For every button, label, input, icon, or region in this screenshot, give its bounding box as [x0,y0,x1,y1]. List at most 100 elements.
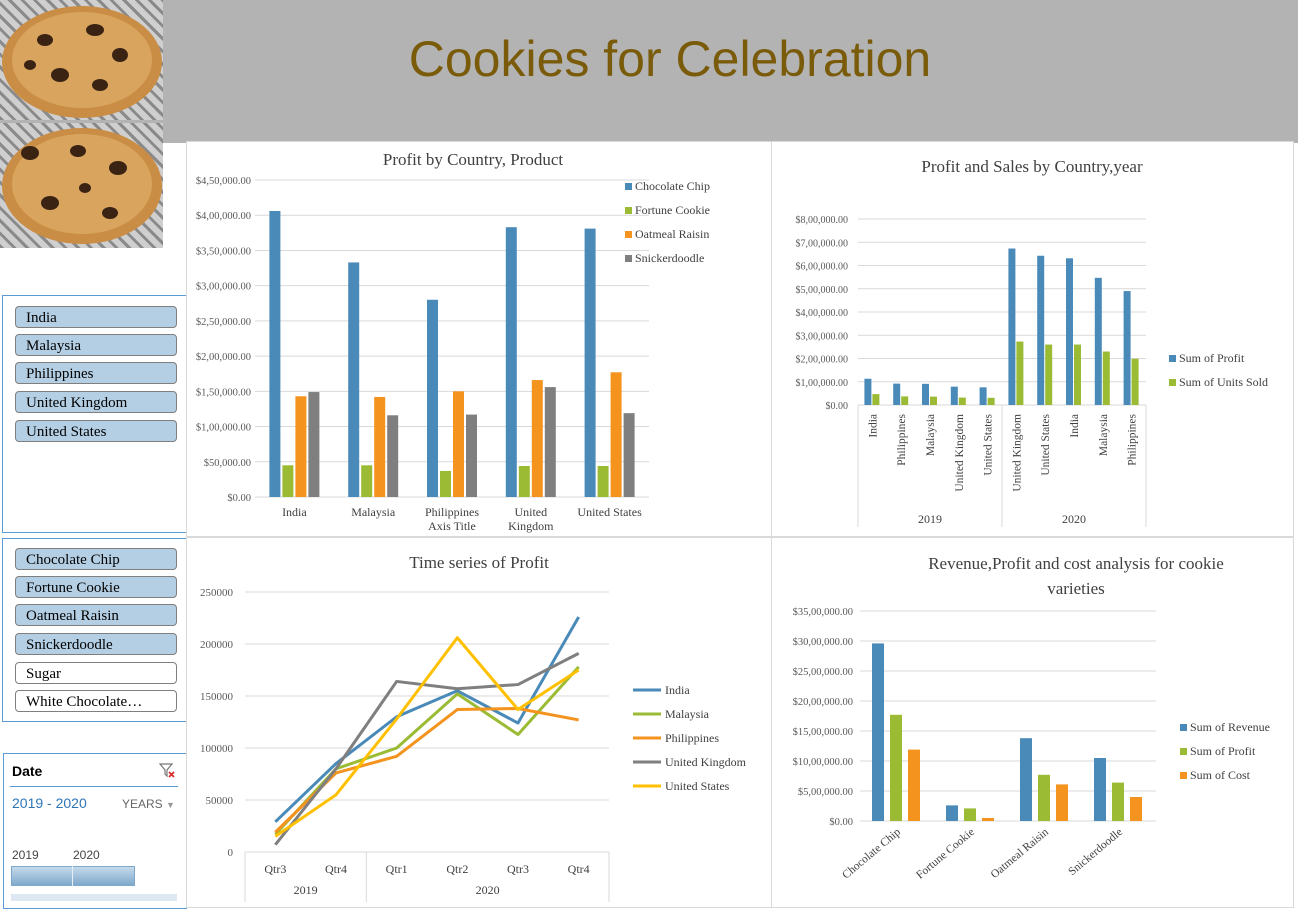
bar-fortune-cookie-philippines [440,470,451,497]
legend-swatch-oatmeal-raisin [625,231,632,238]
line-philippines [274,706,579,834]
bar-sum-of-profit-malaysia [922,383,929,405]
bar-sum-of-units-sold-malaysia [930,396,937,405]
bar-chocolate-chip-malaysia [348,262,360,497]
profit-sales-country-year-chart: Profit and Sales by Country,year $0.00 $1,… [771,141,1294,537]
bar-sum-of-units-sold-india [872,394,880,405]
bar-snickerdoodle-india [308,392,320,497]
bar-oatmeal-raisin-united-states [610,372,622,497]
y-tick-label: 200000 [200,639,234,651]
y-tick-label: $1,00,000.00 [796,378,849,389]
bar-sum-of-profit-chocolate-chip [890,714,902,821]
profit-by-country-svg: Profit by Country, Product $0.00 $50,000.0… [196,150,710,533]
bar-sum-of-profit-philippines [893,383,901,405]
x-tick-label: Snickerdoodle [1066,826,1125,878]
cookie-icon [2,6,162,118]
x-tick-label: United Kingdom [954,414,966,492]
x-tick-label: Philippines [425,505,479,519]
profit-by-country-chart: Profit by Country, Product $0.00 $50,000.0… [186,141,772,537]
time-series-profit-chart: Time series of Profit 0 50000 100000 150000 2… [186,537,772,908]
bar-sum-of-units-sold-united-kingdom [1016,341,1024,405]
y-tick-label: $3,00,000.00 [796,331,849,342]
legend-label-chocolate-chip: Chocolate Chip [635,179,710,193]
bar-sum-of-units-sold-united-states [987,397,995,405]
revenue-profit-cost-svg: Revenue,Profit and cost analysis for coo… [793,554,1270,881]
bar-sum-of-units-sold-malaysia [1102,351,1110,405]
bar-sum-of-revenue-fortune-cookie [946,805,958,821]
x-tick-label: United Kingdom [1011,414,1023,492]
bar-oatmeal-raisin-philippines [453,391,464,497]
bar-snickerdoodle-united-states [623,413,635,497]
x-tick-label: Qtr4 [568,862,590,876]
slicer-item-philippines[interactable]: Philippines [15,362,177,384]
y-tick-label: $4,50,000.00 [196,176,251,187]
y-tick-label: $2,00,000.00 [196,352,251,363]
x-tick-label: Qtr3 [507,862,529,876]
legend-label-snickerdoodle: Snickerdoodle [635,251,704,265]
dashboard-title: Cookies for Celebration [408,31,932,87]
legend-label-fortune-cookie: Fortune Cookie [635,203,710,217]
y-tick-label: 150000 [200,691,234,703]
y-tick-label: 0 [228,847,234,859]
clear-filter-icon[interactable] [158,762,176,780]
bar-chocolate-chip-philippines [427,299,438,497]
timeline-year-2020: 2020 [73,848,100,862]
y-tick-label: $0.00 [227,493,251,504]
slicer-item-india[interactable]: India [15,306,177,328]
timeline-divider [10,786,178,787]
slicer-item-oatmeal-raisin[interactable]: Oatmeal Raisin [15,604,177,626]
bar-sum-of-units-sold-united-states [1045,344,1053,405]
slicer-item-fortune-cookie[interactable]: Fortune Cookie [15,576,177,598]
legend-swatch-snickerdoodle [625,255,632,262]
time-series-svg: Time series of Profit 0 50000 100000 150000 2… [200,553,747,902]
bar-chocolate-chip-united-states [584,228,596,497]
slicer-item-sugar[interactable]: Sugar [15,662,177,684]
slicer-item-united-states[interactable]: United States [15,420,177,442]
x-tick-label: Qtr3 [264,862,286,876]
slicer-item-snickerdoodle[interactable]: Snickerdoodle [15,633,177,655]
timeline-year-2019: 2019 [12,848,39,862]
y-tick-label: $50,000.00 [204,458,251,469]
bar-sum-of-revenue-chocolate-chip [872,643,884,821]
country-slicer: India Malaysia Philippines United Kingdo… [2,295,187,533]
bar-sum-of-profit-united-kingdom [1008,248,1016,405]
bar-fortune-cookie-united-states [597,466,609,497]
bar-fortune-cookie-malaysia [361,465,373,497]
bar-sum-of-profit-united-states [1037,255,1045,405]
cookie-icon [2,128,162,244]
chart-title: Profit by Country, Product [383,150,564,169]
slicer-item-white-chocolate[interactable]: White Chocolate… [15,690,177,712]
x-tick-label: United [514,505,547,519]
slicer-item-malaysia[interactable]: Malaysia [15,334,177,356]
x-tick-label: Fortune Cookie [914,826,977,881]
bar-sum-of-units-sold-philippines [1131,358,1139,405]
bar-sum-of-cost-fortune-cookie [982,818,994,821]
timeline-scrollbar[interactable] [11,894,177,901]
legend-label-philippines: Philippines [665,731,719,745]
timeline-level-select[interactable]: YEARS ▼ [122,797,175,811]
legend-label-sum-of-profit: Sum of Profit [1179,351,1245,365]
legend-swatch-sum-of-units-sold [1169,379,1176,386]
timeline-period-divider [72,866,73,886]
slicer-item-chocolate-chip[interactable]: Chocolate Chip [15,548,177,570]
slicer-item-united-kingdom[interactable]: United Kingdom [15,391,177,413]
legend-label-malaysia: Malaysia [665,707,710,721]
x-group-label: 2020 [1062,512,1086,526]
timeline-selection-bar[interactable] [11,866,135,886]
bar-fortune-cookie-united-kingdom [518,466,530,497]
legend-label-india: India [665,683,690,697]
legend-swatch-fortune-cookie [625,207,632,214]
line-india [274,616,580,823]
y-tick-label: $2,50,000.00 [196,317,251,328]
y-tick-label: $7,00,000.00 [796,238,849,249]
bar-sum-of-profit-snickerdoodle [1112,782,1124,821]
y-tick-label: $6,00,000.00 [796,262,849,273]
bar-sum-of-units-sold-philippines [901,396,909,405]
y-tick-label: $3,50,000.00 [196,246,251,257]
x-tick-label: Malaysia [1098,414,1110,456]
line-united-states [274,636,580,838]
revenue-profit-cost-chart: Revenue,Profit and cost analysis for coo… [771,537,1294,908]
bar-sum-of-units-sold-united-kingdom [958,397,966,405]
y-tick-label: $1,00,000.00 [196,423,251,434]
x-tick-label: Malaysia [351,505,396,519]
